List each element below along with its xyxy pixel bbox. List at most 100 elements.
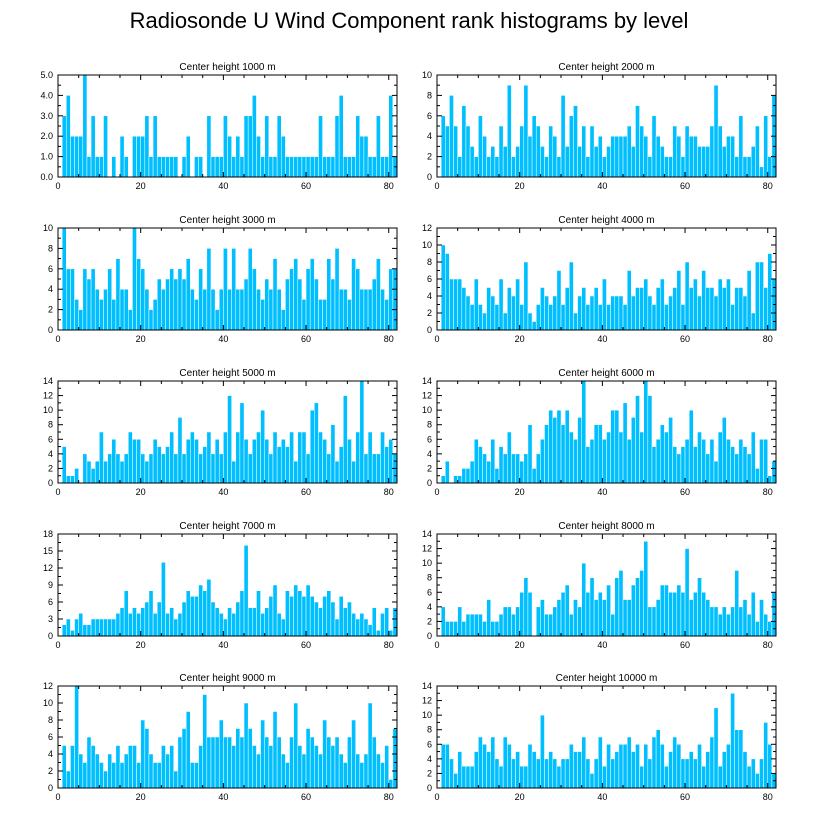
y-tick-label: 2 [48,463,53,473]
histogram-bar [494,304,500,331]
histogram-bar [453,475,458,484]
histogram-bar [351,156,356,178]
histogram-bar [593,424,599,484]
x-tick-label: 0 [55,487,60,497]
histogram-bar [185,135,191,178]
x-tick-label: 40 [597,487,607,497]
histogram-bar [498,613,504,637]
histogram-bar [305,728,311,789]
histogram-bar [502,606,508,637]
histogram-bar [527,135,533,178]
histogram-bar [763,613,768,637]
y-tick-label: 12 [422,391,432,401]
histogram-bar [185,439,191,484]
histogram-bar [99,299,104,331]
histogram-bar [82,74,88,178]
histogram-bar [351,258,356,331]
histogram-bar [363,288,369,331]
histogram-bar [235,728,241,789]
y-tick-label: 5.0 [40,70,53,80]
histogram-bar [86,736,92,789]
histogram-bar [388,439,394,484]
histogram-bar [569,744,574,789]
histogram-bar [486,599,491,637]
histogram-bar [66,95,71,178]
histogram-bar [730,693,735,789]
histogram-bar [347,156,352,178]
histogram-bar [635,287,640,331]
histogram-bar [247,115,253,178]
histogram-bar [334,115,340,178]
y-tick-label: 10 [422,240,432,250]
histogram-bar [631,417,636,484]
histogram-bar [367,624,373,637]
histogram-bar [515,146,520,178]
histogram-bar [540,714,545,789]
histogram-bar [140,607,146,637]
histogram-bar [338,446,344,484]
histogram-bar [461,468,467,484]
histogram-bar [318,299,323,331]
histogram-bar [746,270,752,331]
histogram-bar [585,758,591,789]
y-tick-label: 0 [427,783,432,793]
histogram-bar [746,156,752,178]
y-tick-label: 8 [427,420,432,430]
histogram-bar [672,592,678,637]
histogram-bar [502,312,508,331]
histogram-bar [705,599,711,637]
histogram-bar [651,736,657,789]
y-tick-label: 0 [427,172,432,182]
histogram-bar [610,613,616,637]
y-tick-label: 18 [43,529,53,539]
histogram-bar [668,751,673,789]
x-tick-label: 80 [763,487,773,497]
histogram-bar [82,762,88,789]
histogram-bar [99,156,104,178]
histogram-bar [384,745,389,789]
histogram-bar [190,596,195,637]
histogram-bar [86,278,92,331]
histogram-bar [165,278,170,331]
histogram-bar [309,736,315,789]
histogram-bar [367,702,373,789]
histogram-bar [610,758,616,789]
histogram-bar [363,135,369,178]
histogram-bar [384,156,389,178]
histogram-bar [701,439,706,484]
histogram-bar [742,751,748,789]
histogram-bar [194,762,199,789]
histogram-bar [94,156,100,178]
histogram-bar [693,135,698,178]
histogram-bar [289,431,294,484]
histogram-bar [152,439,158,484]
histogram-bar [726,439,731,484]
histogram-bar [264,115,270,178]
histogram-bar [556,409,562,484]
histogram-bar [569,431,574,484]
histogram-bar [585,446,591,484]
histogram-bar [659,146,665,178]
histogram-bar [602,156,607,178]
histogram-bar [531,468,537,484]
y-tick-label: 6 [427,274,432,284]
histogram-bar [367,431,373,484]
histogram-bar [535,304,541,331]
x-tick-label: 80 [763,792,773,802]
histogram-bar [355,115,361,178]
histogram-bar [589,773,595,789]
histogram-bar [136,762,141,789]
histogram-bar [515,278,520,331]
histogram-bar [759,599,764,637]
histogram-bar [465,295,471,331]
chart-title: Radiosonde U Wind Component rank histogr… [129,8,689,33]
histogram-bar [78,753,84,789]
histogram-bar [148,453,154,484]
histogram-bar [78,309,84,331]
histogram-bar [457,278,463,331]
histogram-bar [556,599,562,637]
histogram-bar [132,607,137,637]
histogram-bar [560,592,566,637]
histogram-bar [128,613,133,637]
histogram-bar [552,417,558,484]
